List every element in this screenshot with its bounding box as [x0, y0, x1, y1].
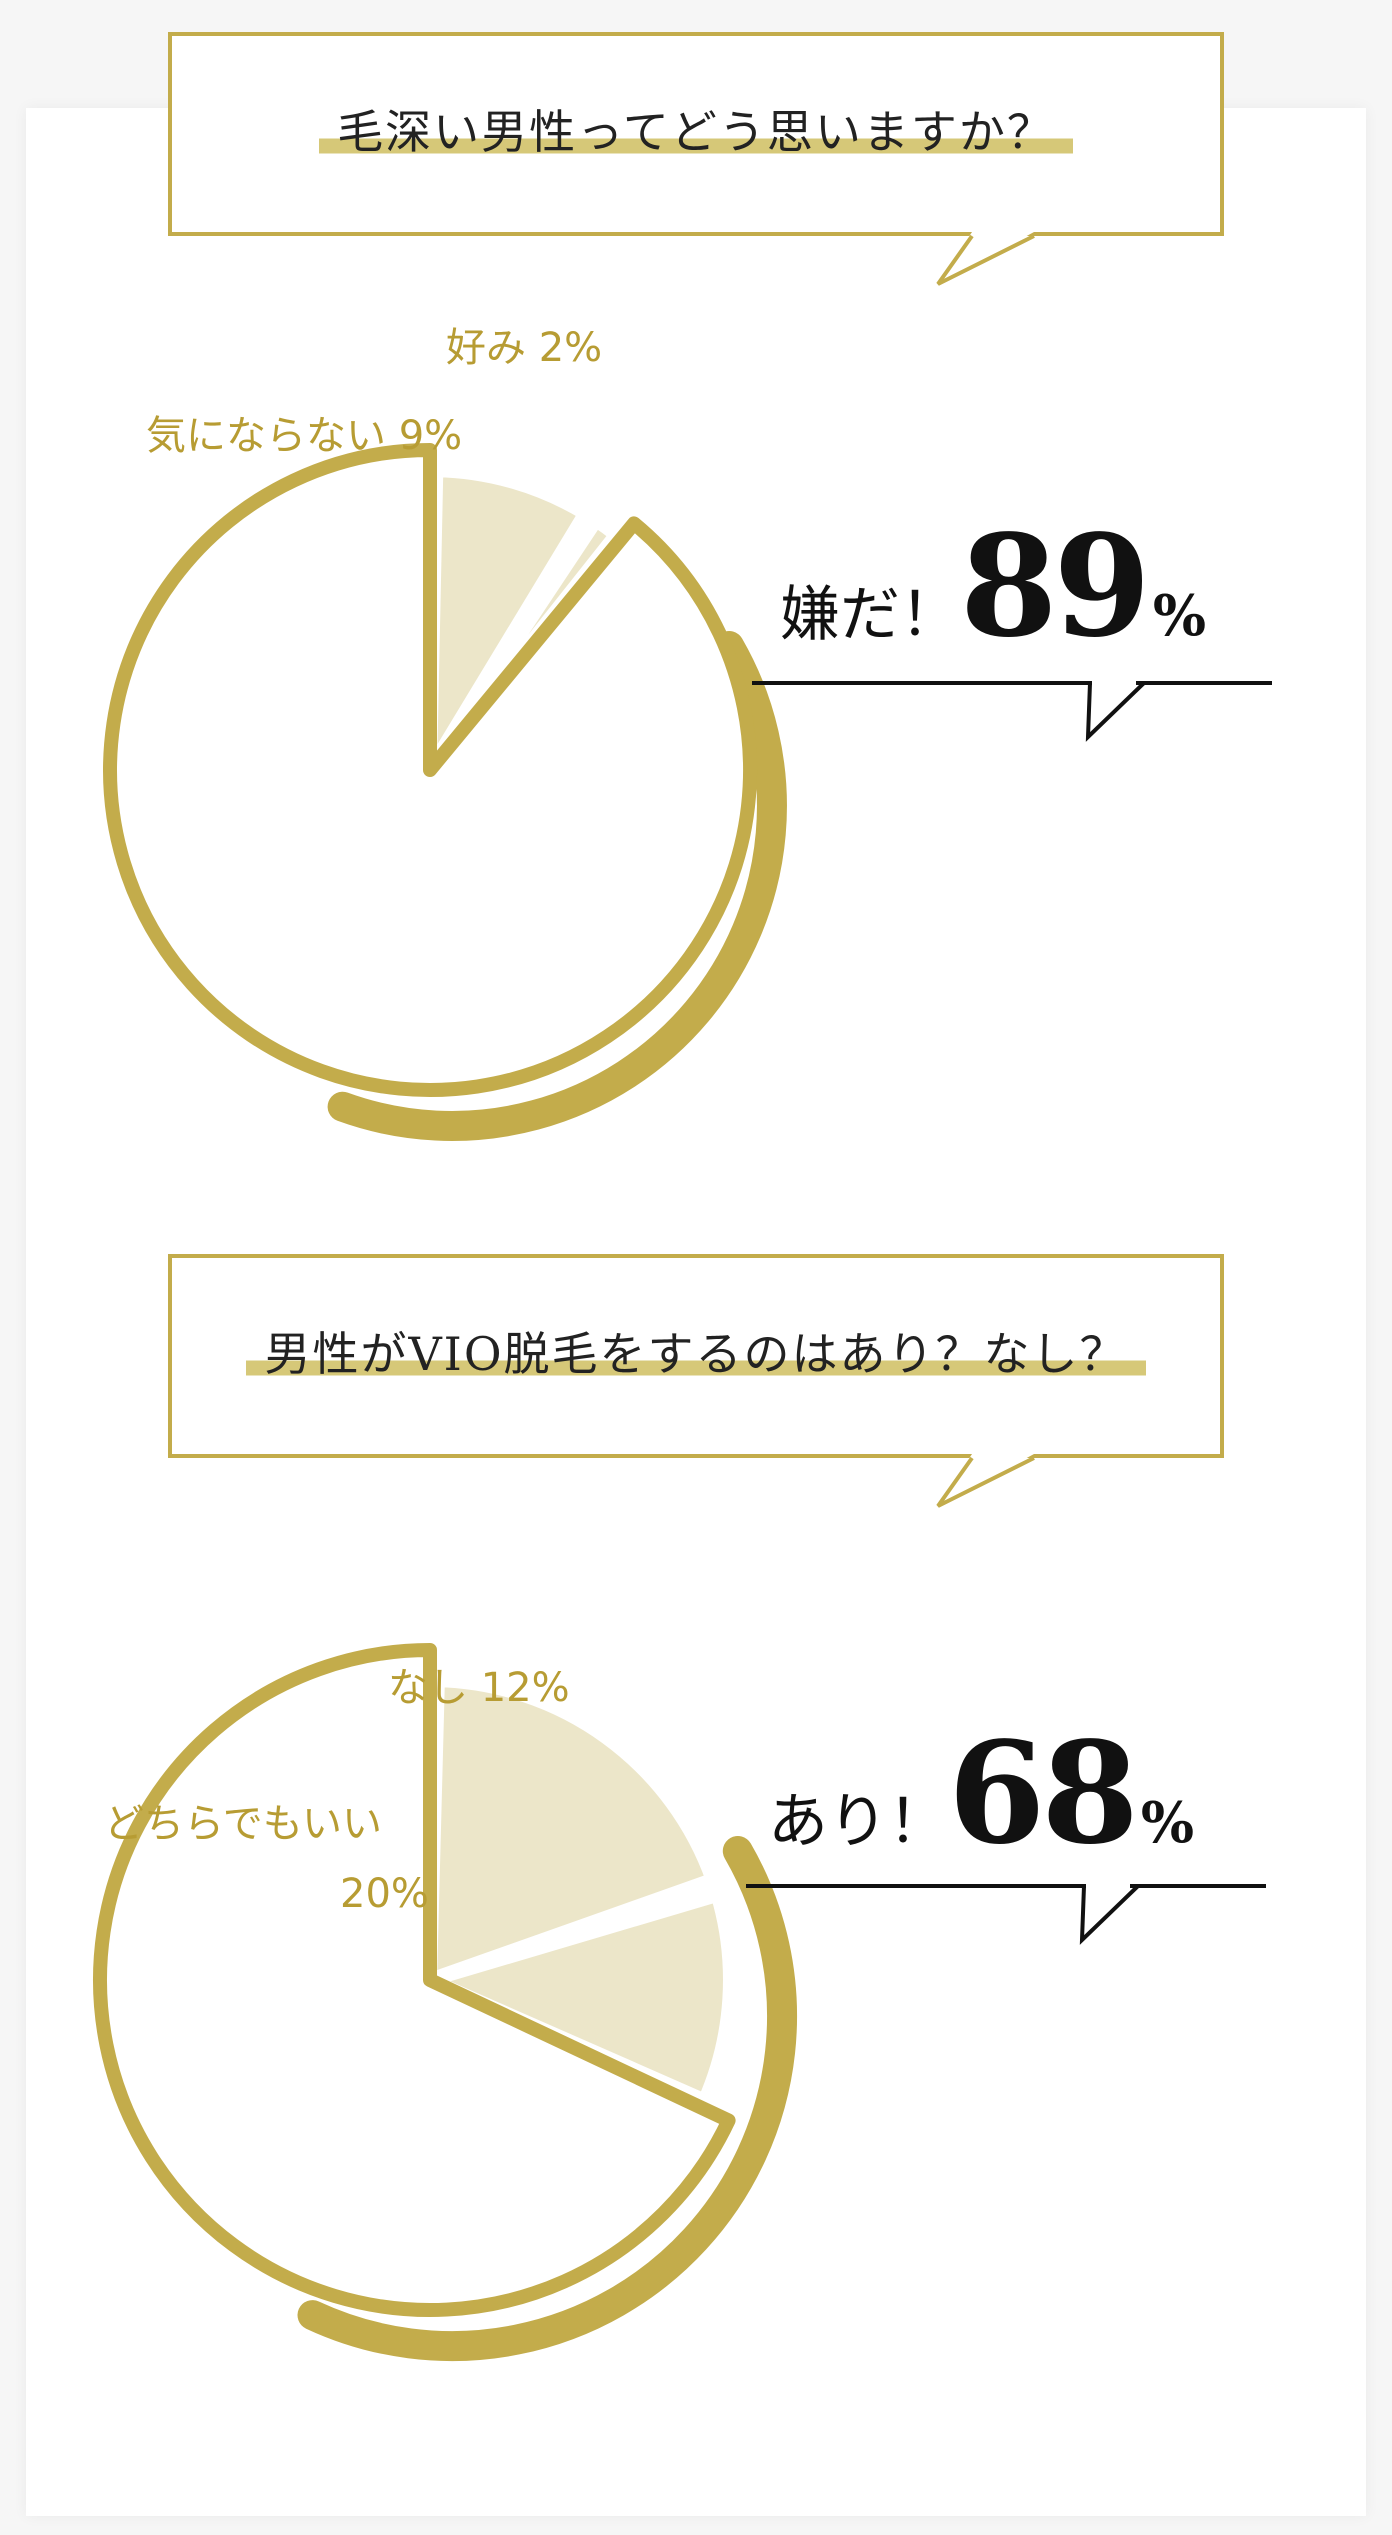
callout-1-number: 89 [960, 505, 1151, 669]
callout-1-unit: % [1152, 583, 1207, 649]
pie-chart-2 [93, 1643, 797, 2362]
callout-2-word: あり！ [768, 1787, 948, 1857]
question-2-box: 男性がVIO脱毛をするのはあり？なし？ [168, 1254, 1224, 1508]
callout-1-word: 嫌だ！ [780, 580, 960, 650]
label-like: 好み 2% [446, 325, 603, 371]
pie-slice-2 [422, 1672, 722, 1990]
callout-1-underline [752, 680, 1272, 742]
callout-2-underline [746, 1883, 1266, 1945]
label-either-percent: 20% [340, 1871, 429, 1917]
question-1-title: 毛深い男性ってどう思いますか？ [172, 96, 1220, 162]
pie-slice-1 [103, 443, 758, 1097]
callout-1: 嫌だ！89% [780, 505, 1206, 669]
label-no: なし 12% [388, 1665, 570, 1711]
pie-slice-1-shadow [297, 1836, 797, 2362]
speech-tail [936, 1454, 1035, 1508]
question-1-box: 毛深い男性ってどう思いますか？ [168, 32, 1224, 286]
pie-slice-1-shadow [327, 631, 787, 1141]
pie-slice-2 [422, 462, 596, 796]
label-either: どちらでもいい [104, 1801, 382, 1847]
question-2-title: 男性がVIO脱毛をするのはあり？なし？ [172, 1318, 1220, 1384]
label-dont-mind: 気にならない 9% [146, 413, 463, 459]
callout-2: あり！68% [768, 1712, 1194, 1876]
callout-2-unit: % [1140, 1790, 1195, 1856]
pie-slice-3 [409, 1886, 737, 2110]
speech-tail [936, 232, 1035, 286]
pie-chart-1 [103, 443, 787, 1141]
pie-slice-1 [93, 1643, 736, 2317]
callout-2-number: 68 [948, 1712, 1139, 1876]
